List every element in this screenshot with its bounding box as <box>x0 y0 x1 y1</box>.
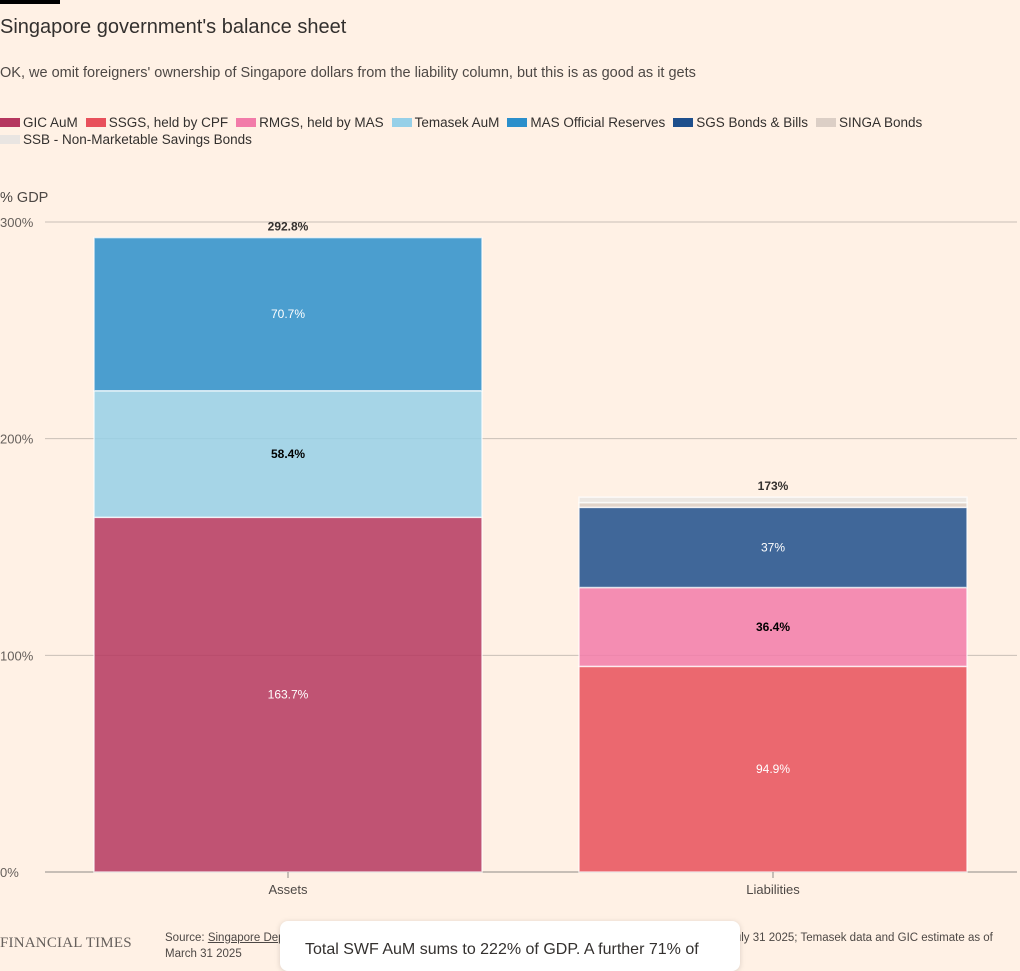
legend-label: SSB - Non-Marketable Savings Bonds <box>23 132 252 147</box>
legend-item: MAS Official Reserves <box>507 114 665 131</box>
legend-swatch <box>816 118 837 127</box>
legend-item: SINGA Bonds <box>816 114 922 131</box>
legend-swatch <box>507 118 528 127</box>
legend-label: SSGS, held by CPF <box>108 115 229 130</box>
legend-label: SINGA Bonds <box>839 115 923 130</box>
data-label: 70.7% <box>271 307 305 321</box>
y-tick-label: 300% <box>0 215 34 230</box>
legend-label: Temasek AuM <box>414 115 500 130</box>
legend-label: RMGS, held by MAS <box>259 115 384 130</box>
legend-swatch <box>85 118 106 127</box>
bar-segment <box>93 390 483 519</box>
data-label: 36.4% <box>756 620 790 634</box>
bar-segment <box>93 516 483 873</box>
chart-subtitle: OK, we omit foreigners' ownership of Sin… <box>0 65 696 81</box>
data-label: 37% <box>761 540 785 554</box>
y-tick-label: 100% <box>0 648 34 663</box>
legend-label: GIC AuM <box>23 115 78 130</box>
data-label: 163.7% <box>268 688 309 702</box>
x-tick-label: Liabilities <box>746 882 800 897</box>
legend-swatch <box>0 118 20 127</box>
annotation-tooltip: Total SWF AuM sums to 222% of GDP. A fur… <box>280 921 740 971</box>
y-tick-label: 200% <box>0 432 34 447</box>
legend-label: MAS Official Reserves <box>530 115 666 130</box>
source-prefix: Source: <box>165 932 208 944</box>
total-label: 173% <box>758 479 789 493</box>
legend-item: RMGS, held by MAS <box>236 114 384 131</box>
legend-item: SGS Bonds & Bills <box>673 114 808 131</box>
stacked-bar-chart: 0% 100% 200% 300% 163.7% 58.4% 70.7% 292.8% Asse… <box>0 215 1017 897</box>
total-label: 292.8% <box>268 220 309 234</box>
legend-item: Temasek AuM <box>391 114 500 131</box>
x-tick-label: Assets <box>268 882 308 897</box>
legend-swatch <box>236 118 257 127</box>
tooltip-text: Total SWF AuM sums to 222% of GDP. A fur… <box>305 941 699 958</box>
legend-label: SGS Bonds & Bills <box>696 115 809 130</box>
legend-swatch <box>0 135 20 144</box>
chart-title: Singapore government's balance sheet <box>0 16 347 38</box>
legend-swatch <box>391 118 412 127</box>
ft-logo: FINANCIAL TIMES <box>0 935 132 951</box>
legend-item: SSB - Non-Marketable Savings Bonds <box>0 131 252 148</box>
y-tick-label: 0% <box>0 865 19 880</box>
legend-swatch <box>673 118 694 127</box>
brand-bar <box>0 0 60 4</box>
data-label: 58.4% <box>271 447 305 461</box>
y-axis-label: % GDP <box>0 190 49 206</box>
bar-segment <box>578 496 968 504</box>
data-label: 94.9% <box>756 762 790 776</box>
chart-legend: GIC AuM SSGS, held by CPF RMGS, held by MA… <box>0 114 1010 148</box>
legend-item: GIC AuM <box>0 114 78 131</box>
legend-item: SSGS, held by CPF <box>85 114 229 131</box>
bar-segment <box>93 236 483 392</box>
